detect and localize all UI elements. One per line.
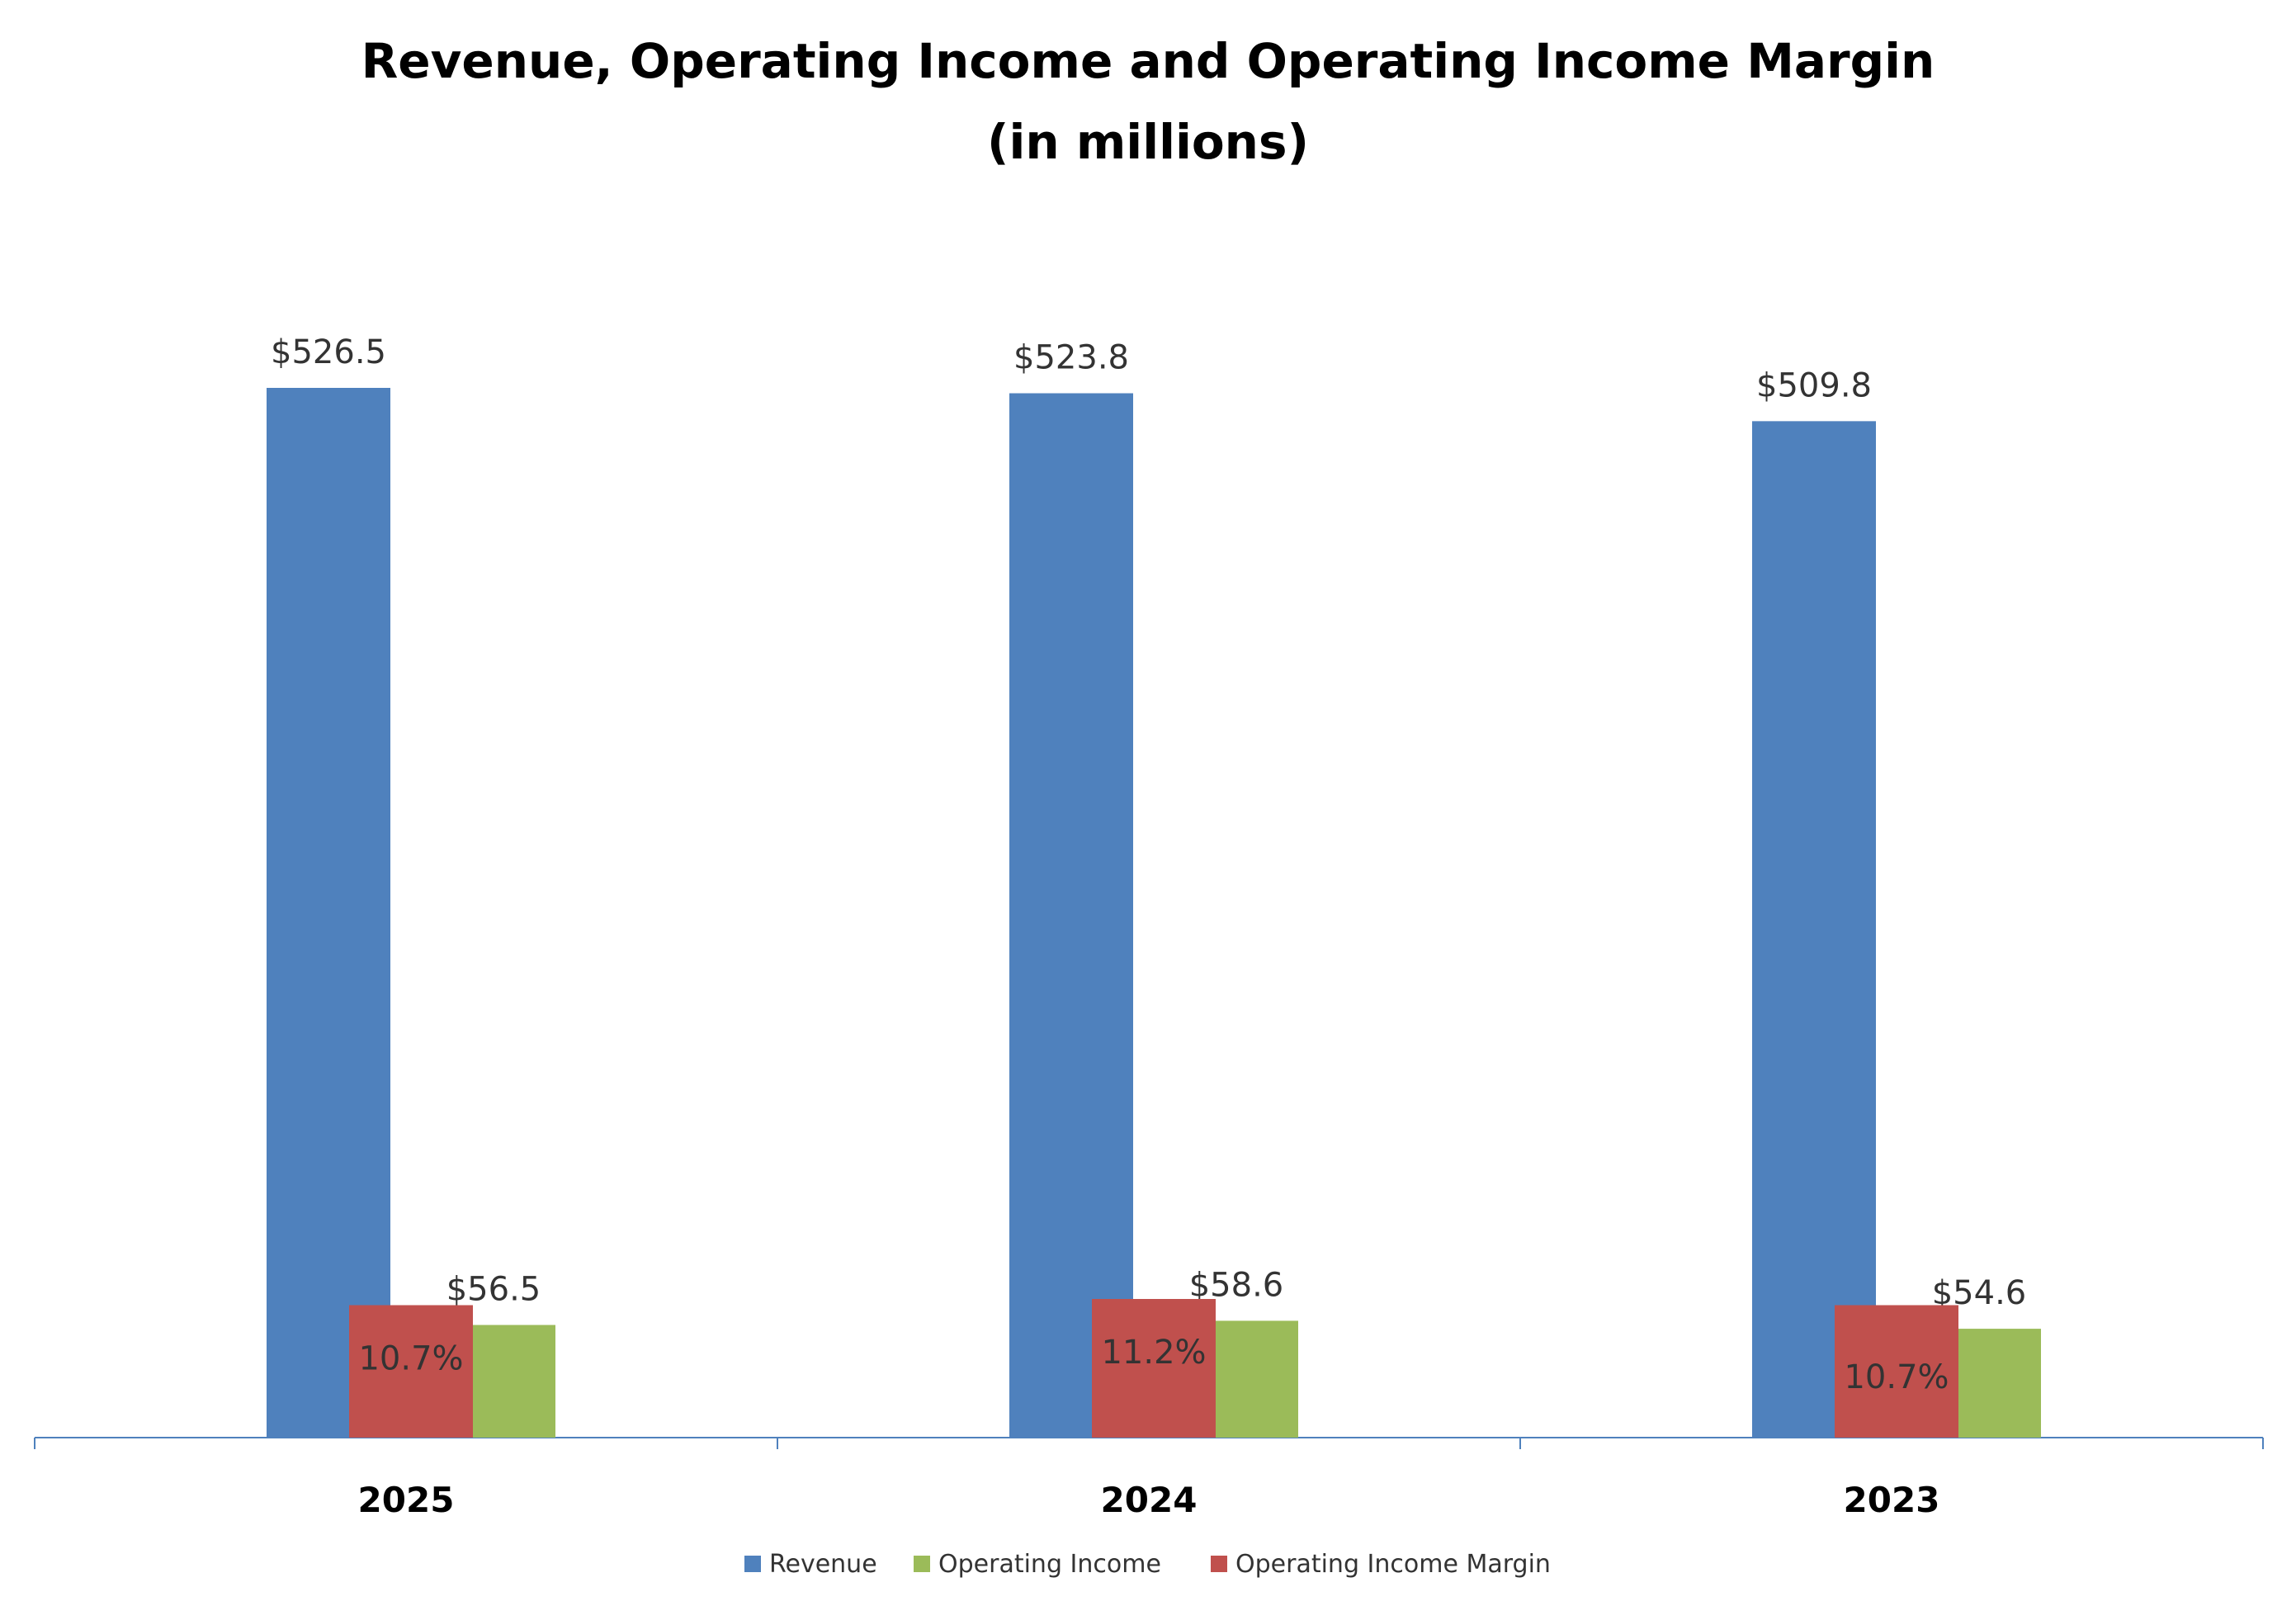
operating-income-margin-bar <box>1092 1299 1216 1438</box>
category-label: 2023 <box>1844 1480 1940 1520</box>
category-label: 2025 <box>358 1480 455 1520</box>
legend-label: Operating Income Margin <box>1235 1550 1551 1579</box>
legend-label: Revenue <box>769 1550 877 1579</box>
legend-swatch <box>914 1556 930 1572</box>
operating-income-margin-bar <box>1835 1305 1958 1438</box>
category-label: 2024 <box>1101 1480 1198 1520</box>
revenue-value-label: $509.8 <box>1756 366 1872 404</box>
operating-income-margin-value-label: 10.7% <box>358 1340 463 1378</box>
revenue-value-label: $523.8 <box>1013 339 1129 377</box>
operating-income-value-label: $56.5 <box>446 1270 541 1308</box>
legend-label: Operating Income <box>938 1550 1161 1579</box>
chart-subtitle: (in millions) <box>987 114 1309 170</box>
legend-swatch <box>744 1556 761 1572</box>
revenue-value-label: $526.5 <box>271 333 386 371</box>
revenue-bar <box>1009 393 1133 1438</box>
revenue-bar <box>267 388 390 1438</box>
operating-income-margin-value-label: 10.7% <box>1844 1358 1949 1396</box>
chart-title: Revenue, Operating Income and Operating … <box>361 33 1935 89</box>
operating-income-margin-value-label: 11.2% <box>1101 1334 1206 1372</box>
operating-income-value-label: $58.6 <box>1189 1266 1284 1304</box>
legend-swatch <box>1211 1556 1227 1572</box>
operating-income-margin-bar <box>349 1305 473 1438</box>
revenue-bar <box>1752 421 1876 1438</box>
